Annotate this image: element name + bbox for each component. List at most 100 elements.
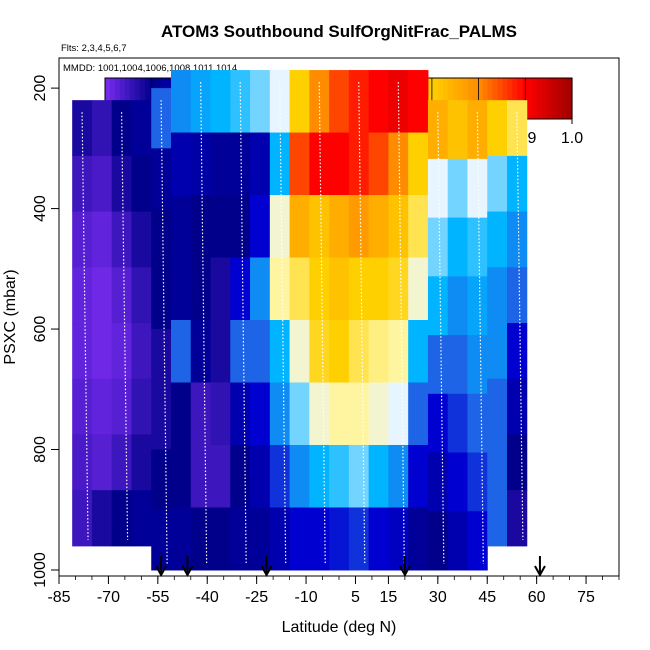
heatmap-cell: [408, 195, 429, 259]
heatmap-cell: [388, 70, 409, 134]
heatmap-cell: [250, 320, 271, 384]
y-tick-label: 800: [32, 436, 49, 463]
heatmap-cell: [348, 507, 370, 571]
arrow-head: [155, 565, 167, 578]
heatmap-cell: [467, 276, 488, 336]
heatmap-cell: [427, 511, 449, 571]
heatmap-cell: [131, 211, 152, 268]
colorbar-swatch: [134, 78, 141, 119]
heatmap-cell: [210, 70, 231, 134]
heatmap-cell: [388, 132, 409, 196]
heatmap-cell: [210, 320, 231, 384]
heatmap-cell: [507, 267, 528, 324]
colorbar-swatch: [517, 78, 523, 119]
x-axis-label: Latitude (deg N): [282, 619, 397, 636]
colorbar-tick-label: 1.0: [561, 130, 583, 147]
heatmap-cell: [190, 444, 212, 508]
heatmap-cell: [131, 267, 152, 324]
x-tick-label: 45: [478, 589, 496, 606]
heatmap-cell: [151, 389, 172, 451]
colorbar-swatch: [487, 78, 494, 119]
heatmap-cell: [388, 382, 409, 446]
heatmap-cell: [329, 444, 350, 508]
heatmap-cell: [507, 211, 528, 268]
heatmap-cell: [388, 444, 409, 508]
x-tick-label: -70: [97, 589, 120, 606]
heatmap-cell: [329, 195, 350, 259]
heatmap-cell: [388, 195, 409, 259]
x-tick-label: -85: [47, 589, 70, 606]
x-tick-label: -40: [196, 589, 219, 606]
colorbar-swatch: [512, 78, 518, 119]
x-tick-label: 15: [380, 589, 398, 606]
heatmap-cell: [210, 444, 231, 508]
heatmap-cell: [269, 382, 291, 446]
colorbar-swatch: [542, 78, 548, 119]
colorbar-swatch: [552, 78, 558, 119]
colorbar-swatch: [457, 78, 464, 119]
heatmap-cell: [487, 490, 508, 547]
heatmap-cell: [269, 132, 291, 196]
flight-profile-lines: [81, 82, 524, 564]
heatmap-cell: [151, 268, 172, 330]
heatmap-cell: [487, 378, 508, 435]
heatmap-cell: [230, 132, 251, 196]
heatmap-cell: [447, 393, 468, 454]
heatmap-cell: [111, 211, 132, 268]
heatmap-cell: [72, 323, 93, 380]
heatmap-cell: [348, 257, 370, 321]
heatmap-cell: [151, 449, 172, 511]
heatmap-cell: [427, 335, 449, 395]
y-tick-label: 600: [32, 316, 49, 343]
heatmap-cell: [190, 382, 212, 446]
colorbar-swatch: [432, 78, 439, 119]
heatmap-cell: [348, 195, 370, 259]
heatmap-cell: [250, 132, 271, 196]
x-tick-label: 75: [577, 589, 595, 606]
colorbar-swatch: [114, 78, 121, 119]
heatmap-cell: [131, 434, 152, 491]
colorbar-swatch: [477, 78, 484, 119]
heatmap-cell: [348, 320, 370, 384]
heatmap-cell: [269, 70, 291, 134]
heatmap-cell: [289, 70, 310, 134]
heatmap-cell: [329, 70, 350, 134]
heatmap-cell: [329, 257, 350, 321]
heatmap-cell: [190, 132, 212, 196]
heatmap-cell: [151, 208, 172, 270]
heatmap-cell: [388, 257, 409, 321]
heatmap-cell: [368, 132, 389, 196]
heatmap-cell: [447, 511, 468, 571]
colorbar-swatch: [472, 78, 479, 119]
heatmap-cell: [72, 211, 93, 268]
heatmap-cell: [111, 378, 132, 435]
y-tick-label: 200: [32, 75, 49, 102]
colorbar-swatch: [467, 78, 474, 119]
heatmap-cell: [269, 444, 291, 508]
heatmap-cell: [427, 393, 449, 454]
heatmap-cell: [250, 257, 271, 321]
heatmap-cell: [408, 132, 429, 196]
heatmap-cell: [190, 257, 212, 321]
heatmap-cell: [447, 452, 468, 512]
heatmap-cell: [250, 195, 271, 259]
heatmap-cell: [91, 490, 113, 547]
heatmap-cell: [230, 507, 251, 571]
heatmap-cell: [309, 507, 330, 571]
heatmap-cell: [230, 382, 251, 446]
heatmap-cell: [348, 382, 370, 446]
heatmap-cell: [269, 257, 291, 321]
heatmap-cell: [289, 257, 310, 321]
heatmap-cell: [131, 155, 152, 213]
chart-title: ATOM3 Southbound SulfOrgNitFrac_PALMS: [161, 22, 517, 41]
heatmap-cell: [131, 100, 152, 157]
heatmap-cell: [171, 195, 192, 259]
heatmap-cell: [329, 507, 350, 571]
x-tick-label: 60: [528, 589, 546, 606]
heatmap-cell: [190, 507, 212, 571]
heatmap-cells: [72, 70, 528, 571]
colorbar-swatch: [497, 78, 504, 119]
heatmap-cell: [250, 507, 271, 571]
heatmap-cell: [289, 507, 310, 571]
